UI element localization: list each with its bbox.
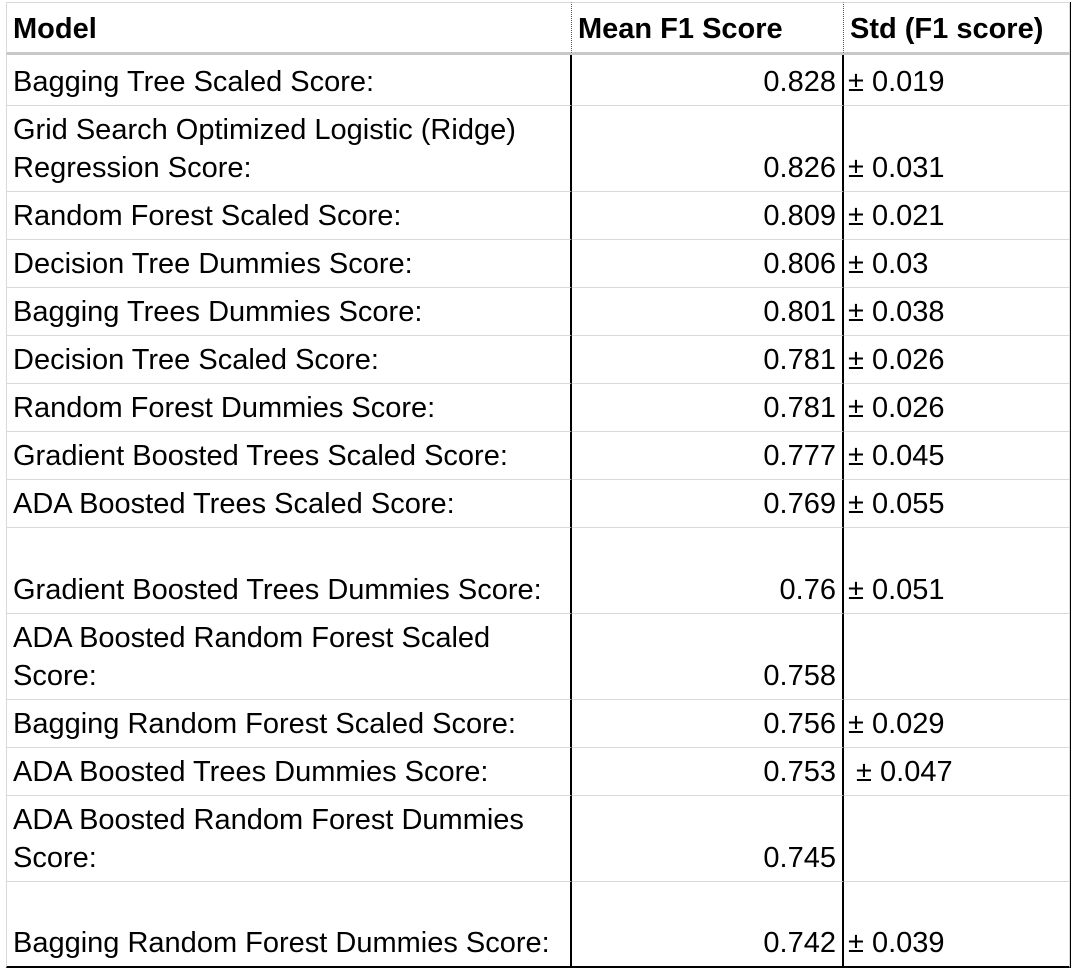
cell-mean[interactable]: 0.806 — [572, 240, 844, 288]
cell-model[interactable]: Random Forest Dummies Score: — [6, 384, 572, 432]
cell-std[interactable]: ± 0.051 — [844, 528, 1070, 614]
cell-std[interactable]: ± 0.026 — [844, 384, 1070, 432]
cell-std[interactable]: ± 0.038 — [844, 288, 1070, 336]
cell-mean[interactable]: 0.753 — [572, 748, 844, 796]
cell-mean[interactable]: 0.742 — [572, 882, 844, 968]
header-model[interactable]: Model — [6, 2, 572, 55]
cell-std[interactable]: ± 0.031 — [844, 106, 1070, 192]
cell-model[interactable]: Random Forest Scaled Score: — [6, 192, 572, 240]
cell-model[interactable]: Decision Tree Scaled Score: — [6, 336, 572, 384]
cell-model[interactable]: Gradient Boosted Trees Scaled Score: — [6, 432, 572, 480]
cell-std[interactable]: ± 0.021 — [844, 192, 1070, 240]
cell-model[interactable]: Decision Tree Dummies Score: — [6, 240, 572, 288]
cell-mean[interactable]: 0.781 — [572, 336, 844, 384]
cell-std[interactable]: ± 0.026 — [844, 336, 1070, 384]
cell-std[interactable]: ± 0.029 — [844, 700, 1070, 748]
cell-mean[interactable]: 0.826 — [572, 106, 844, 192]
cell-std[interactable] — [844, 796, 1070, 882]
cell-model[interactable]: Bagging Tree Scaled Score: — [6, 55, 572, 106]
cell-mean[interactable]: 0.745 — [572, 796, 844, 882]
cell-model[interactable]: ADA Boosted Trees Dummies Score: — [6, 748, 572, 796]
results-table: Model Mean F1 Score Std (F1 score) Baggi… — [6, 2, 1071, 968]
cell-model[interactable]: Bagging Trees Dummies Score: — [6, 288, 572, 336]
header-mean-f1[interactable]: Mean F1 Score — [572, 2, 844, 55]
cell-mean[interactable]: 0.758 — [572, 614, 844, 700]
cell-model[interactable]: ADA Boosted Random Forest Dummies Score: — [6, 796, 572, 882]
cell-std[interactable]: ± 0.047 — [844, 748, 1070, 796]
cell-model[interactable]: Bagging Random Forest Dummies Score: — [6, 882, 572, 968]
cell-mean[interactable]: 0.76 — [572, 528, 844, 614]
cell-model[interactable]: ADA Boosted Trees Scaled Score: — [6, 480, 572, 528]
cell-mean[interactable]: 0.828 — [572, 55, 844, 106]
cell-model[interactable]: Gradient Boosted Trees Dummies Score: — [6, 528, 572, 614]
cell-mean[interactable]: 0.781 — [572, 384, 844, 432]
cell-model[interactable]: Grid Search Optimized Logistic (Ridge) R… — [6, 106, 572, 192]
cell-std[interactable] — [844, 614, 1070, 700]
cell-std[interactable]: ± 0.055 — [844, 480, 1070, 528]
cell-mean[interactable]: 0.756 — [572, 700, 844, 748]
cell-mean[interactable]: 0.801 — [572, 288, 844, 336]
cell-model[interactable]: ADA Boosted Random Forest Scaled Score: — [6, 614, 572, 700]
cell-std[interactable]: ± 0.019 — [844, 55, 1070, 106]
cell-std[interactable]: ± 0.039 — [844, 882, 1070, 968]
cell-model[interactable]: Bagging Random Forest Scaled Score: — [6, 700, 572, 748]
cell-std[interactable]: ± 0.045 — [844, 432, 1070, 480]
cell-mean[interactable]: 0.809 — [572, 192, 844, 240]
cell-mean[interactable]: 0.777 — [572, 432, 844, 480]
cell-mean[interactable]: 0.769 — [572, 480, 844, 528]
cell-std[interactable]: ± 0.03 — [844, 240, 1070, 288]
header-std-f1[interactable]: Std (F1 score) — [844, 2, 1070, 55]
